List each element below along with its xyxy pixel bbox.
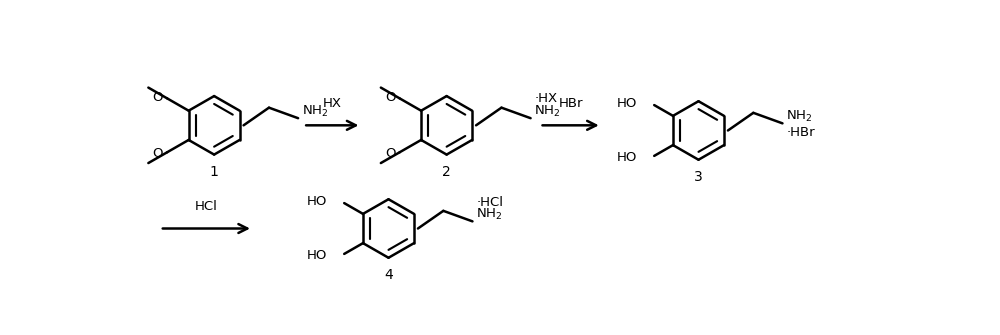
Text: HX: HX — [323, 97, 342, 110]
Text: NH$_2$: NH$_2$ — [476, 207, 503, 222]
Text: 3: 3 — [694, 170, 703, 184]
Text: HO: HO — [617, 97, 637, 110]
Text: 2: 2 — [442, 164, 451, 179]
Text: NH$_2$: NH$_2$ — [302, 104, 328, 119]
Text: 4: 4 — [384, 268, 393, 282]
Text: O: O — [385, 147, 396, 160]
Text: O: O — [153, 90, 163, 104]
Text: ·HCl: ·HCl — [476, 196, 503, 208]
Text: NH$_2$: NH$_2$ — [534, 104, 561, 119]
Text: HO: HO — [617, 151, 637, 164]
Text: HCl: HCl — [195, 200, 218, 213]
Text: 1: 1 — [210, 164, 219, 179]
Text: ·HBr: ·HBr — [786, 126, 815, 139]
Text: NH$_2$: NH$_2$ — [786, 109, 813, 124]
Text: HO: HO — [307, 195, 327, 208]
Text: HO: HO — [307, 249, 327, 262]
Text: HBr: HBr — [558, 97, 583, 110]
Text: O: O — [385, 90, 396, 104]
Text: O: O — [153, 147, 163, 160]
Text: ·HX: ·HX — [534, 92, 558, 105]
